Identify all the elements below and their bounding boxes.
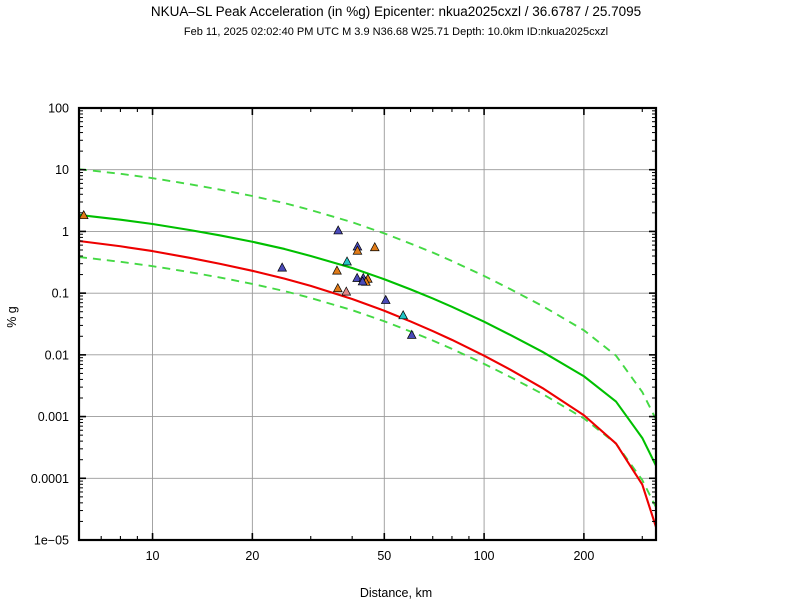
y-tick-label: 1e−05 [34, 534, 69, 548]
observation-marker [352, 245, 363, 255]
curve-gmpe-upper-sigma [78, 168, 657, 420]
y-tick-label: 10 [55, 163, 69, 177]
data-curves [78, 168, 657, 528]
observation-marker [369, 242, 380, 252]
observation-marker [398, 310, 409, 320]
y-tick-label: 0.01 [45, 348, 69, 362]
observation-marker [357, 276, 368, 286]
observation-marker [332, 265, 342, 275]
x-tick-label: 20 [245, 549, 259, 563]
y-tick-label: 100 [48, 102, 69, 116]
y-tick-label: 0.0001 [31, 472, 69, 486]
tick-labels: 10 20 50 100 200 1e−05 0.0001 0.001 0.01 0.1 1 10 10… [31, 102, 595, 564]
observation-marker [333, 225, 344, 235]
y-axis-label: % g [5, 306, 19, 328]
x-tick-label: 50 [377, 549, 391, 563]
curve-gmpe-lower-sigma [78, 256, 657, 508]
x-tick-label: 200 [573, 549, 594, 563]
grid-lines [79, 108, 656, 540]
observation-marker [341, 286, 352, 296]
curve-gmpe-median [78, 213, 657, 467]
observation-marker [332, 283, 343, 293]
plot-frame [77, 106, 658, 542]
observation-marker [78, 209, 89, 220]
curve-reference-attenuation [78, 239, 657, 528]
axis-frame [77, 106, 658, 542]
x-axis-label: Distance, km [359, 586, 433, 600]
observation-marker [342, 256, 352, 266]
chart-title: NKUA–SL Peak Acceleration (in %g) Epicen… [150, 4, 642, 19]
axis-ticks [79, 107, 656, 541]
observation-marker [277, 262, 288, 272]
chart-subtitle: Feb 11, 2025 02:02:40 PM UTC M 3.9 N36.6… [183, 26, 609, 38]
x-tick-label: 100 [474, 549, 495, 563]
observation-markers [78, 209, 417, 339]
y-tick-label: 0.1 [52, 287, 69, 301]
observation-marker [352, 272, 362, 282]
y-tick-label: 1 [62, 225, 69, 239]
y-tick-label: 0.001 [38, 410, 69, 424]
x-tick-label: 10 [146, 549, 160, 563]
observation-marker [406, 329, 417, 339]
observation-marker [380, 294, 391, 304]
